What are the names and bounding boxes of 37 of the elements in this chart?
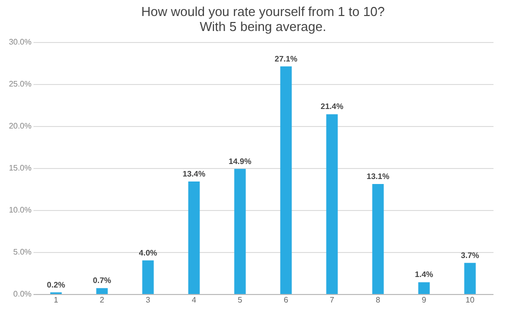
data-label: 3.7% [460, 250, 480, 260]
x-tick-label: 6 [284, 296, 289, 304]
x-tick-label: 7 [330, 296, 335, 304]
data-label: 0.2% [46, 280, 66, 290]
y-tick-label: 15.0% [8, 164, 32, 172]
chart-title: How would you rate yourself from 1 to 10? With 5 being average. [141, 4, 385, 34]
y-tick-label: 5.0% [13, 248, 32, 256]
x-tick-label: 4 [192, 296, 197, 304]
y-tick-label: 10.0% [8, 206, 32, 214]
y-tick-label: 20.0% [8, 122, 32, 130]
bar [96, 288, 108, 294]
data-label: 13.4% [182, 169, 206, 178]
data-label: 21.4% [320, 102, 344, 112]
x-tick-label: 8 [376, 296, 381, 304]
bar [234, 168, 246, 294]
x-tick-label: 1 [54, 296, 59, 304]
x-tick-label: 9 [422, 296, 427, 304]
bar [464, 262, 476, 294]
y-tick-label: 25.0% [8, 80, 32, 88]
bar [418, 282, 430, 294]
data-label: 4.0% [138, 248, 158, 258]
x-tick-label: 10 [466, 296, 475, 304]
data-label: 13.1% [366, 172, 390, 181]
bar [188, 181, 200, 294]
data-label: 14.9% [228, 156, 252, 166]
y-tick-label: 30.0% [8, 38, 32, 46]
data-label: 1.4% [414, 270, 434, 280]
bar [326, 114, 338, 294]
data-label: 0.7% [92, 276, 112, 286]
bar [142, 260, 154, 294]
x-tick-label: 2 [100, 296, 105, 304]
y-tick-label: 0.0% [13, 290, 32, 298]
data-label: 27.1% [274, 54, 298, 64]
x-tick-label: 5 [238, 296, 243, 304]
bar [372, 184, 384, 294]
bar [280, 66, 292, 294]
x-tick-label: 3 [146, 296, 151, 304]
